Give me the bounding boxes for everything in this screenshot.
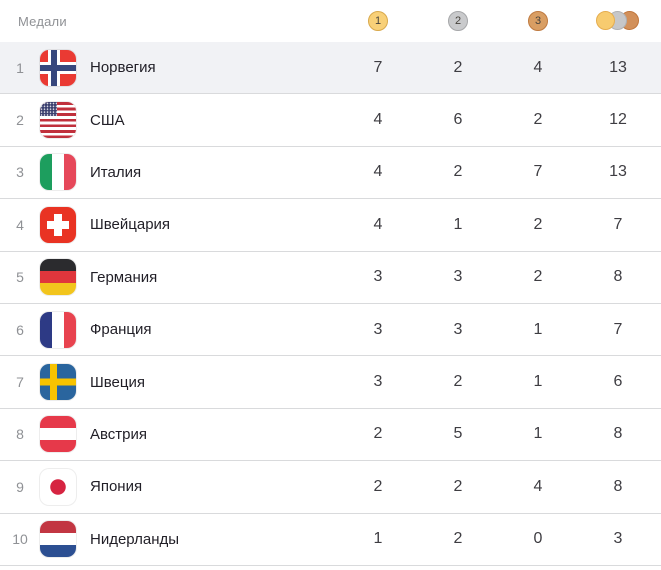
bronze-count: 4 xyxy=(533,477,543,495)
medal-row[interactable]: 3 Италия 4 2 7 13 xyxy=(0,146,661,200)
country-flag-icon xyxy=(40,521,76,558)
bronze-count: 2 xyxy=(533,111,543,129)
total-count: 7 xyxy=(613,320,623,338)
gold-count: 4 xyxy=(373,215,383,233)
rank: 10 xyxy=(12,531,28,548)
gold-count: 3 xyxy=(373,320,383,338)
total-count: 8 xyxy=(613,268,623,286)
total-count: 6 xyxy=(613,373,623,391)
bronze-count: 1 xyxy=(533,320,543,338)
silver-count: 2 xyxy=(453,373,463,391)
medal-row[interactable]: 8 Австрия 2 5 1 8 xyxy=(0,408,661,462)
rank: 1 xyxy=(16,59,24,76)
gold-count: 2 xyxy=(373,477,383,495)
silver-count: 2 xyxy=(453,163,463,181)
rank: 9 xyxy=(16,478,24,495)
total-count: 13 xyxy=(609,58,627,76)
total-count: 12 xyxy=(609,111,627,129)
total-count: 8 xyxy=(613,425,623,443)
country-name: Нидерланды xyxy=(90,530,180,548)
rank: 2 xyxy=(16,112,24,129)
silver-count: 1 xyxy=(453,215,463,233)
country-flag-icon xyxy=(40,102,76,139)
silver-count: 3 xyxy=(453,268,463,286)
total-count: 7 xyxy=(613,215,623,233)
silver-count: 2 xyxy=(453,58,463,76)
medal-row[interactable]: 5 Германия 3 3 2 8 xyxy=(0,251,661,304)
country-flag-icon xyxy=(40,154,76,191)
total-count: 8 xyxy=(613,477,623,495)
country-flag-icon xyxy=(40,364,76,401)
bronze-medal-icon: 3 xyxy=(528,11,548,31)
medal-row[interactable]: 1 Норвегия 7 2 4 13 xyxy=(0,42,661,95)
country-name: Норвегия xyxy=(90,59,156,77)
medal-row[interactable]: 4 Швейцария 4 1 2 7 xyxy=(0,199,661,252)
country-flag-icon xyxy=(40,416,76,453)
bronze-count: 2 xyxy=(533,215,543,233)
gold-medal-icon: 1 xyxy=(368,11,388,31)
country-flag-icon xyxy=(40,259,76,296)
gold-count: 4 xyxy=(373,111,383,129)
gold-count: 1 xyxy=(373,530,383,548)
medals-header: Медали 1 2 3 xyxy=(0,0,661,42)
country-flag-icon xyxy=(40,49,76,86)
gold-count: 3 xyxy=(373,373,383,391)
bronze-count: 1 xyxy=(533,373,543,391)
country-name: Швеция xyxy=(90,373,145,391)
bronze-count: 4 xyxy=(533,58,543,76)
gold-column-header: 1 xyxy=(338,11,418,31)
medal-row[interactable]: 9 Япония 2 2 4 8 xyxy=(0,461,661,514)
silver-count: 6 xyxy=(453,111,463,129)
country-name: Австрия xyxy=(90,425,148,443)
total-count: 3 xyxy=(613,530,623,548)
silver-column-header: 2 xyxy=(418,11,498,31)
total-count: 13 xyxy=(609,163,627,181)
medal-table-body: 1 Норвегия 7 2 4 13 2 США 4 6 2 12 3 Ита… xyxy=(0,42,661,566)
rank: 7 xyxy=(16,374,24,391)
total-gold-circle xyxy=(596,11,615,30)
gold-count: 7 xyxy=(373,58,383,76)
bronze-count: 2 xyxy=(533,268,543,286)
silver-count: 3 xyxy=(453,320,463,338)
bronze-count: 0 xyxy=(533,530,543,548)
country-name: США xyxy=(90,111,125,129)
silver-count: 2 xyxy=(453,530,463,548)
rank: 3 xyxy=(16,164,24,181)
gold-count: 4 xyxy=(373,163,383,181)
bronze-column-header: 3 xyxy=(498,11,578,31)
country-name: Швейцария xyxy=(90,216,171,234)
country-name: Италия xyxy=(90,163,142,181)
country-flag-icon xyxy=(40,468,76,505)
rank: 8 xyxy=(16,426,24,443)
medals-title: Медали xyxy=(18,13,67,29)
country-name: Германия xyxy=(90,268,158,286)
bronze-count: 1 xyxy=(533,425,543,443)
medal-row[interactable]: 2 США 4 6 2 12 xyxy=(0,94,661,147)
country-flag-icon xyxy=(40,311,76,348)
medal-row[interactable]: 10 Нидерланды 1 2 0 3 xyxy=(0,513,661,566)
medal-row[interactable]: 7 Швеция 3 2 1 6 xyxy=(0,356,661,409)
silver-count: 2 xyxy=(453,477,463,495)
country-flag-icon xyxy=(40,206,76,243)
bronze-count: 7 xyxy=(533,163,543,181)
country-name: Япония xyxy=(90,478,143,496)
total-column-header xyxy=(578,11,658,31)
silver-count: 5 xyxy=(453,425,463,443)
rank: 6 xyxy=(16,321,24,338)
silver-medal-icon: 2 xyxy=(448,11,468,31)
total-medals-icon xyxy=(596,11,640,31)
rank: 5 xyxy=(16,269,24,286)
gold-count: 2 xyxy=(373,425,383,443)
country-name: Франция xyxy=(90,321,152,339)
rank: 4 xyxy=(16,216,24,233)
medal-row[interactable]: 6 Франция 3 3 1 7 xyxy=(0,303,661,357)
gold-count: 3 xyxy=(373,268,383,286)
